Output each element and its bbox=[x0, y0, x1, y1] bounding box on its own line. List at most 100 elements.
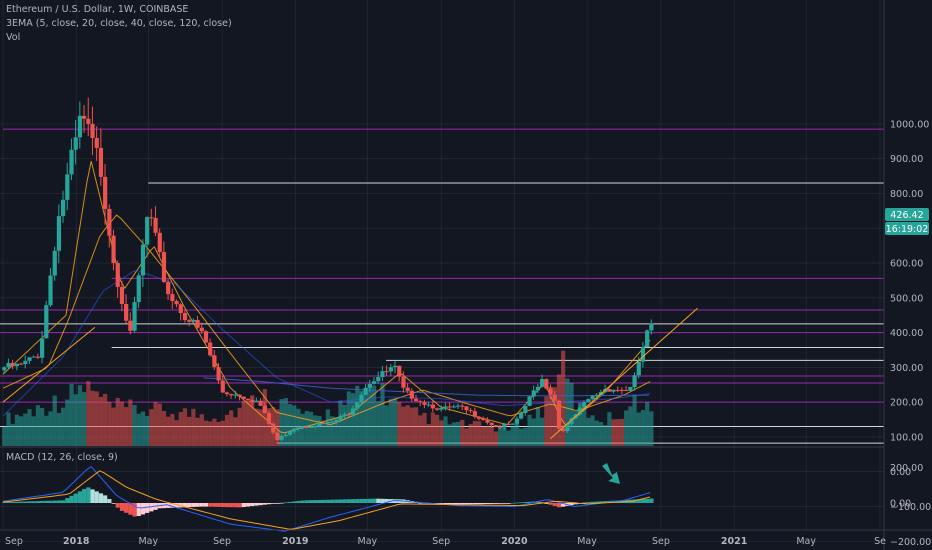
candle-body bbox=[86, 118, 91, 124]
macd-axis-label: 200.00 bbox=[890, 463, 923, 474]
time-axis[interactable]: Sep 2018 May Sep 2019 May Sep 2020 May Sep 2021 May… bbox=[5, 536, 886, 547]
candle-body bbox=[115, 263, 120, 287]
time-axis-label: Se bbox=[874, 536, 886, 547]
candle-body bbox=[544, 379, 549, 389]
macd-histogram-bar bbox=[195, 503, 200, 507]
candle-body bbox=[346, 414, 351, 416]
macd-histogram-bar bbox=[464, 503, 469, 505]
time-axis-label: Sep bbox=[432, 536, 450, 547]
candle-body bbox=[577, 407, 583, 415]
volume-bar bbox=[565, 378, 570, 446]
macd-histogram-bar bbox=[178, 503, 183, 508]
macd-histogram-bar bbox=[392, 499, 398, 503]
macd-histogram-bar bbox=[649, 498, 654, 503]
candle-body bbox=[359, 394, 364, 403]
volume-bar bbox=[535, 407, 541, 446]
volume-bar bbox=[140, 411, 146, 446]
volume-bar bbox=[426, 424, 431, 446]
volume-bar bbox=[153, 402, 158, 446]
volume-bar bbox=[430, 412, 435, 446]
macd-histogram-bar bbox=[292, 501, 297, 503]
volume-bar bbox=[544, 396, 549, 446]
candle-body bbox=[170, 294, 175, 301]
candle-body bbox=[409, 390, 414, 399]
candle-body bbox=[157, 232, 162, 253]
macd-histogram-bar bbox=[502, 503, 507, 504]
volume-bar bbox=[174, 420, 179, 446]
candle-body bbox=[52, 250, 57, 276]
volume-bar bbox=[128, 399, 133, 446]
macd-histogram-bar bbox=[77, 491, 83, 503]
macd-histogram-bar bbox=[590, 501, 595, 503]
macd-histogram-bar bbox=[191, 503, 196, 507]
last-price-tag-bg bbox=[885, 208, 929, 221]
macd-histogram-bar bbox=[329, 499, 335, 503]
volume-bar bbox=[325, 409, 330, 446]
price-axis-label: −200.00 bbox=[890, 537, 931, 548]
macd-histogram-bar bbox=[636, 499, 641, 503]
macd-histogram-bar bbox=[308, 500, 314, 503]
volume-bar bbox=[6, 412, 11, 446]
volume-bar bbox=[586, 417, 591, 446]
symbol-legend[interactable]: Ethereum / U.S. Dollar, 1W, COINBASE bbox=[6, 4, 189, 15]
volume-bar bbox=[409, 407, 414, 446]
macd-histogram-bar bbox=[535, 501, 541, 503]
candle-body bbox=[645, 330, 650, 348]
macd-histogram-bar bbox=[334, 499, 339, 503]
volume-bar bbox=[607, 412, 612, 446]
macd-histogram-bar bbox=[376, 498, 381, 503]
candle-body bbox=[367, 383, 372, 388]
volume-bar bbox=[388, 399, 393, 446]
signal-line bbox=[2, 470, 651, 530]
macd-histogram-bar bbox=[460, 503, 465, 505]
candle-body bbox=[447, 406, 452, 408]
candle-body bbox=[519, 413, 524, 419]
volume-bar bbox=[27, 409, 32, 446]
candle-body bbox=[506, 423, 511, 425]
trendlines bbox=[2, 307, 698, 440]
volume-bar bbox=[82, 392, 87, 446]
time-axis-label: 2021 bbox=[721, 536, 747, 547]
macd-histogram-bar bbox=[418, 502, 423, 504]
volume-bar bbox=[464, 428, 469, 446]
volume-bar bbox=[258, 409, 263, 446]
volume-bar bbox=[195, 417, 200, 446]
ema-legend[interactable]: 3EMA (5, close, 20, close, 40, close, 12… bbox=[6, 18, 232, 29]
candle-body bbox=[77, 115, 83, 138]
volume-bar bbox=[308, 411, 314, 446]
macd-histogram-bar bbox=[44, 500, 49, 503]
macd-histogram-bar bbox=[510, 502, 515, 504]
candle-body bbox=[590, 395, 595, 400]
volume-bar bbox=[493, 431, 499, 446]
volume-bar bbox=[233, 417, 238, 446]
macd-histogram-bar bbox=[287, 501, 293, 503]
volume-bar bbox=[220, 420, 225, 446]
trendline[interactable] bbox=[550, 307, 698, 440]
volume-bar bbox=[48, 411, 53, 446]
volume-bar bbox=[624, 410, 629, 446]
macd-histogram-bar bbox=[132, 503, 137, 517]
candlestick-series bbox=[2, 97, 654, 442]
macd-line bbox=[2, 465, 651, 532]
macd-legend[interactable]: MACD (12, 26, close, 9) bbox=[6, 452, 118, 463]
volume-bar bbox=[241, 400, 246, 446]
volume-bar bbox=[590, 415, 595, 446]
candle-body bbox=[640, 347, 646, 362]
candle-body bbox=[308, 426, 314, 428]
macd-histogram-bar bbox=[245, 503, 251, 507]
candle-body bbox=[460, 405, 465, 407]
volume-bar bbox=[418, 415, 423, 446]
macd-histogram-bar bbox=[296, 500, 301, 503]
candle-body bbox=[56, 216, 62, 251]
trendline[interactable] bbox=[2, 326, 96, 403]
macd-histogram-bar bbox=[598, 501, 604, 503]
candle-body bbox=[19, 363, 24, 365]
macd-histogram-bar bbox=[90, 489, 95, 503]
price-axis-label: 1000.00 bbox=[890, 119, 929, 130]
volume-legend[interactable]: Vol bbox=[6, 32, 21, 43]
candle-body bbox=[363, 387, 368, 395]
volume-bar bbox=[199, 414, 204, 446]
candle-body bbox=[250, 400, 255, 403]
